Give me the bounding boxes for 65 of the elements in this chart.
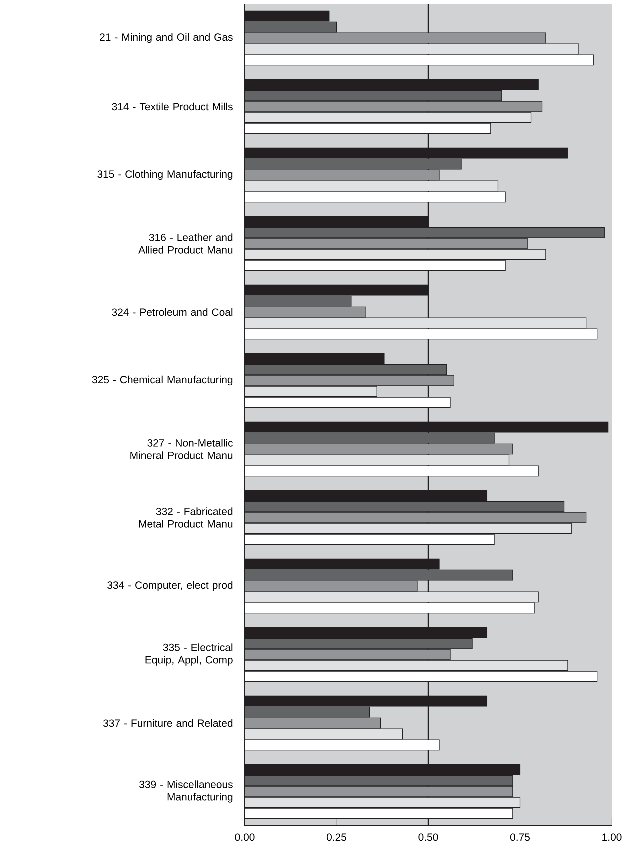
bar xyxy=(245,706,370,718)
bar xyxy=(245,501,565,512)
bar xyxy=(245,740,440,751)
bar xyxy=(245,22,338,33)
bar xyxy=(245,534,495,546)
y-tick-label: 334 - Computer, elect prod xyxy=(108,581,233,592)
bar xyxy=(245,808,514,820)
bar xyxy=(245,671,598,682)
y-tick-label: 314 - Textile Product Mills xyxy=(112,102,233,111)
bar xyxy=(245,570,514,581)
bar xyxy=(245,786,514,798)
bar xyxy=(245,101,543,112)
bar xyxy=(245,375,454,386)
y-tick-label: 324 - Petroleum and Coal xyxy=(112,308,233,316)
x-tick-label: 0.75 xyxy=(510,834,530,842)
bar xyxy=(245,123,492,134)
bar xyxy=(245,728,404,740)
x-tick-label: 1.00 xyxy=(602,834,622,842)
bar xyxy=(245,397,451,408)
y-tick-label: 332 - Fabricated Metal Product Manu xyxy=(139,508,233,528)
bar xyxy=(245,602,536,614)
bar xyxy=(245,660,568,672)
bar xyxy=(245,238,528,250)
bar xyxy=(245,466,539,477)
x-tick-label: 0.25 xyxy=(326,834,346,842)
bar xyxy=(245,386,378,398)
bar xyxy=(245,158,462,170)
bar xyxy=(245,192,506,203)
bar xyxy=(245,580,418,592)
bar xyxy=(245,775,514,786)
bar xyxy=(245,328,598,340)
bar xyxy=(245,296,352,307)
x-tick-label: 0.00 xyxy=(235,834,255,842)
bar xyxy=(245,638,473,650)
bar xyxy=(245,318,587,329)
y-tick-label: 335 - Electrical Equip, Appl, Comp xyxy=(146,644,233,666)
bar xyxy=(245,32,546,44)
bar xyxy=(245,592,539,603)
bar xyxy=(245,44,580,55)
bar xyxy=(245,364,448,376)
bar xyxy=(245,649,451,660)
bar xyxy=(245,249,546,260)
bar xyxy=(245,180,499,192)
bar xyxy=(245,432,495,444)
bar xyxy=(245,112,532,124)
bar xyxy=(245,523,572,534)
bar xyxy=(245,512,587,524)
bar xyxy=(245,444,514,455)
bar xyxy=(245,718,382,729)
y-tick-label: 337 - Furniture and Related xyxy=(103,719,233,728)
bar xyxy=(245,260,506,272)
x-tick-label: 0.50 xyxy=(418,834,438,842)
bar xyxy=(245,306,366,318)
y-tick-label: 325 - Chemical Manufacturing xyxy=(92,376,233,386)
y-tick-label: 316 - Leather and Allied Product Manu xyxy=(138,234,233,254)
bar xyxy=(245,797,521,808)
y-tick-label: 327 - Non-Metallic Mineral Product Manu xyxy=(130,439,234,460)
y-tick-label: 315 - Clothing Manufacturing xyxy=(98,170,233,180)
bar xyxy=(245,54,594,66)
y-tick-label: 339 - Miscellaneous Manufacturing xyxy=(140,780,233,803)
bar xyxy=(245,90,502,102)
y-tick-label: 21 - Mining and Oil and Gas xyxy=(100,33,233,44)
bar xyxy=(245,227,605,238)
bar xyxy=(245,454,510,466)
bar xyxy=(245,170,440,181)
